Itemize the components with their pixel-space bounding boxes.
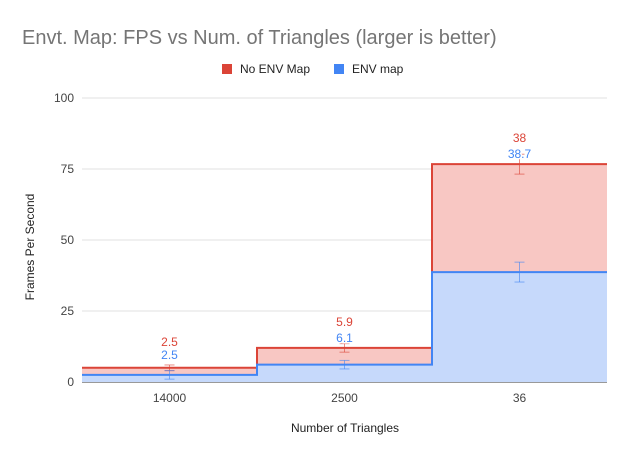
data-labels: 2.52.5 5.9 6.1 38 38.7 xyxy=(160,131,533,363)
data-label-env-map-1: 6.1 xyxy=(336,331,353,345)
y-tick-label-25: 25 xyxy=(61,304,75,318)
x-axis-ticks: 14000 2500 36 xyxy=(153,391,527,405)
legend-swatch-no-env-map xyxy=(222,64,232,74)
area-no-env-map xyxy=(82,164,607,375)
error-bars xyxy=(164,153,525,380)
y-tick-label-100: 100 xyxy=(54,91,74,105)
y-tick-label-50: 50 xyxy=(61,233,75,247)
data-label-env-map-2: 38.7 xyxy=(508,147,532,161)
area-env-map xyxy=(82,272,607,382)
chart-title: Envt. Map: FPS vs Num. of Triangles (lar… xyxy=(22,27,497,49)
data-label-no-env-map-0: 2.5 xyxy=(161,335,178,349)
legend-swatch-env-map xyxy=(334,64,344,74)
x-tick-label-1: 2500 xyxy=(331,391,358,405)
y-tick-label-0: 0 xyxy=(67,375,74,389)
legend-label-env-map: ENV map xyxy=(352,62,404,76)
y-axis-ticks: 0 25 50 75 100 xyxy=(54,91,74,389)
y-tick-label-75: 75 xyxy=(61,162,75,176)
x-tick-label-2: 36 xyxy=(513,391,527,405)
legend: No ENV Map ENV map xyxy=(222,62,404,76)
x-axis-label: Number of Triangles xyxy=(291,421,399,435)
x-tick-label-0: 14000 xyxy=(153,391,187,405)
data-label-no-env-map-1: 5.9 xyxy=(336,315,353,329)
y-axis-label: Frames Per Second xyxy=(23,194,37,301)
legend-label-no-env-map: No ENV Map xyxy=(240,62,310,76)
data-label-env-map-0: 2.5 xyxy=(161,348,178,362)
data-label-no-env-map-2: 38 xyxy=(513,131,527,145)
